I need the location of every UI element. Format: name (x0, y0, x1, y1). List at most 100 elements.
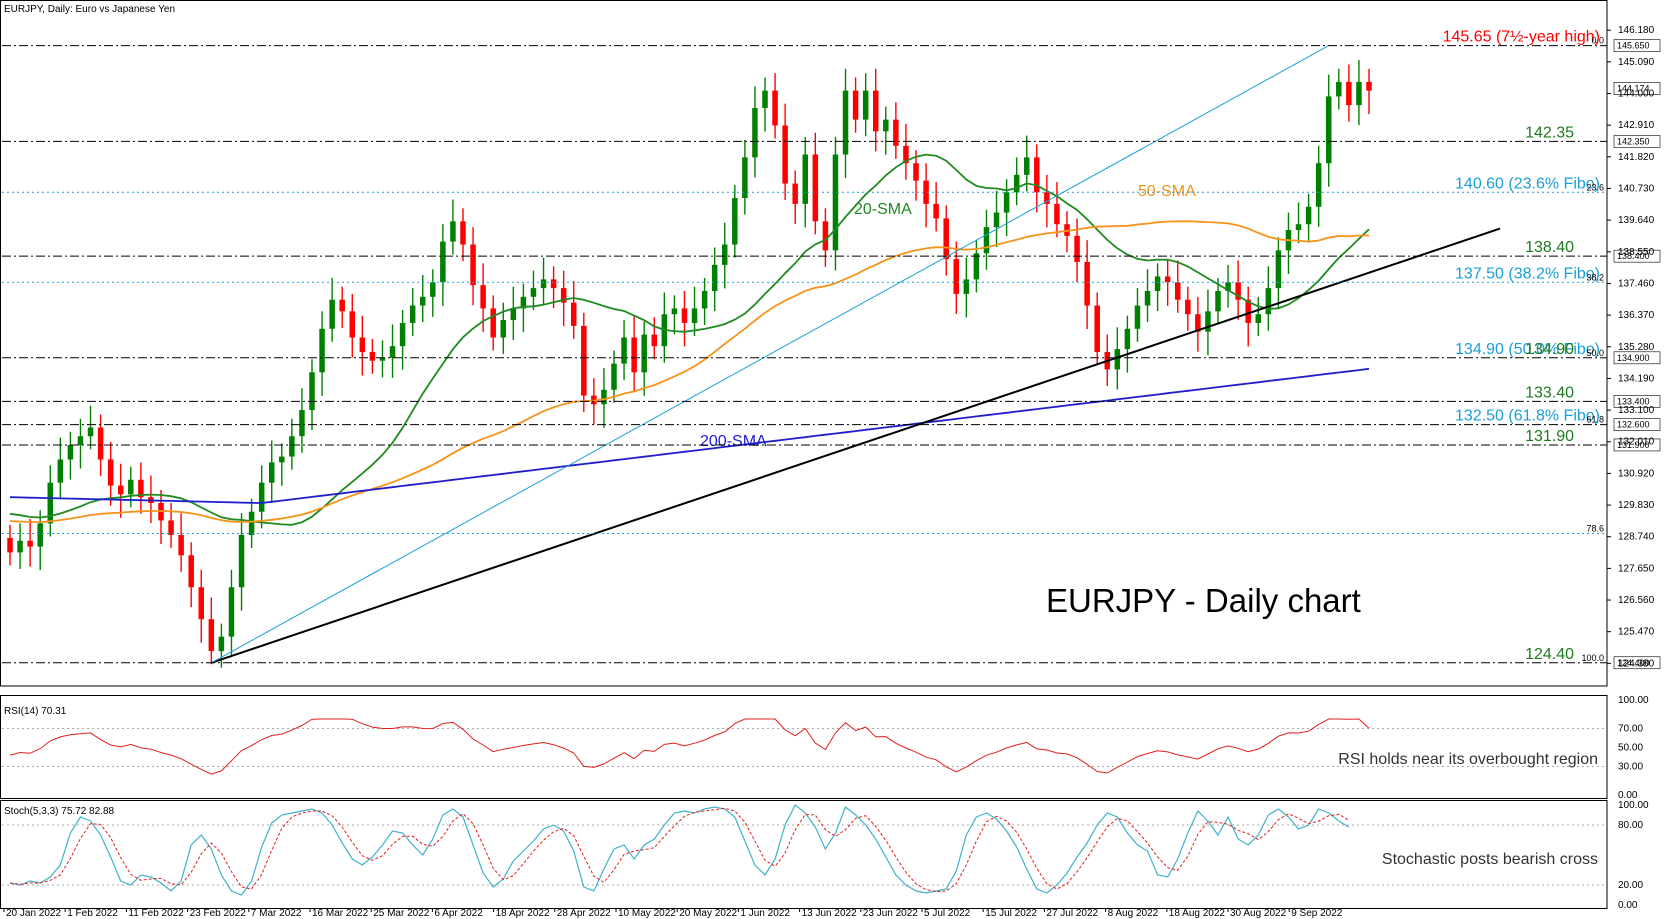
candle-body (97, 427, 104, 460)
candle-body (268, 462, 275, 483)
candle-body (540, 279, 547, 289)
stoch-tick-label: 100.00 (1618, 800, 1649, 811)
candle-body (1003, 192, 1010, 213)
date-tick-label: 5 Jul 2022 (924, 908, 971, 919)
candle-body (107, 459, 114, 486)
candle-body (611, 363, 617, 390)
support-resistance-levels: 145.65 (7½-year high)0.0 145.650 142.35 142… (2, 29, 1661, 670)
candle-body (1195, 314, 1201, 332)
candle-body (389, 346, 396, 358)
candle-body (77, 436, 84, 445)
level-label: 145.65 (7½-year high) (1443, 29, 1600, 46)
candle-body (1215, 291, 1221, 312)
candle-body (1235, 282, 1241, 300)
candle-body (349, 311, 356, 338)
candle-body (862, 90, 869, 120)
date-tick-label: 18 Aug 2022 (1169, 908, 1226, 919)
candle-body (530, 288, 537, 297)
candle-body (128, 479, 134, 495)
fibo-pct-label: 38.2 (1586, 272, 1604, 282)
price-tick-label: 146.180 (1618, 25, 1655, 36)
price-tick-label: 124.380 (1618, 658, 1655, 669)
candle-body (188, 555, 194, 588)
candle-body (1305, 206, 1312, 225)
fibo-pct-label: 50.0 (1586, 348, 1604, 358)
candle-body (1346, 81, 1352, 106)
candle-body (339, 299, 345, 312)
candlesticks (7, 60, 1372, 668)
candle-body (812, 154, 819, 222)
date-tick-label: 23 Jun 2022 (863, 908, 918, 919)
candle-body (752, 108, 758, 158)
price-tick-label: 136.370 (1618, 310, 1655, 321)
candle-body (419, 296, 426, 306)
rsi-tick-label: 100.00 (1618, 695, 1649, 706)
sma20-line (9, 153, 1370, 526)
date-tick-label: 7 Mar 2022 (251, 908, 302, 919)
uptrend-line (211, 227, 1501, 664)
candle-body (1336, 81, 1342, 97)
sma50-line (9, 220, 1369, 524)
candle-body (168, 520, 174, 535)
candle-body (832, 154, 839, 251)
price-tag: 133.400 (1617, 396, 1650, 406)
candle-body (1134, 305, 1141, 329)
price-tick-label: 139.640 (1618, 215, 1655, 226)
date-tick-label: 18 Apr 2022 (496, 908, 550, 919)
candle-body (218, 636, 225, 652)
candle-body (500, 320, 507, 338)
price-tag-box (1613, 249, 1661, 263)
candle-body (742, 157, 748, 199)
date-tick-label: 11 Feb 2022 (128, 908, 184, 919)
candle-body (1225, 282, 1231, 292)
stoch-tick-label: 20.00 (1618, 880, 1643, 891)
candle-body (409, 305, 416, 323)
fibo-pct-label: 78.6 (1586, 524, 1604, 534)
indicator-overlays: 20-SMA 50-SMA 200-SMA (9, 45, 1501, 664)
candle-body (802, 154, 809, 204)
date-tick-label: 8 Aug 2022 (1108, 908, 1159, 919)
price-tag: 138.400 (1617, 251, 1650, 261)
date-tick-label: 28 Apr 2022 (557, 908, 611, 919)
candle-body (460, 221, 466, 245)
level-label: 124.40 (1525, 646, 1574, 663)
date-tick-label: 13 Jun 2022 (802, 908, 857, 919)
level-label: 140.60 (23.6% Fibo) (1455, 175, 1600, 192)
candle-body (198, 587, 205, 620)
candle-body (671, 308, 678, 315)
level-label: 138.40 (1525, 239, 1574, 256)
candle-body (993, 212, 1000, 228)
candle-body (1174, 282, 1181, 300)
candle-body (369, 352, 376, 361)
candle-body (208, 619, 215, 652)
current-price-box (1613, 82, 1661, 95)
rsi-panel: 100.00 70.00 50.00 30.00 0.00 RSI holds near … (2, 695, 1649, 801)
candle-body (1074, 235, 1080, 262)
candle-body (903, 145, 909, 164)
candle-body (57, 459, 64, 483)
fibo-pct-label: 0.0 (1591, 36, 1604, 46)
candle-body (581, 325, 587, 396)
candle-body (450, 221, 456, 242)
candle-body (258, 482, 265, 512)
candle-body (7, 537, 13, 553)
candle-body (379, 357, 386, 361)
price-tick-label: 128.740 (1618, 532, 1655, 543)
candle-body (1084, 261, 1090, 306)
date-tick-label: 20 Jan 2022 (6, 908, 61, 919)
price-tick-label: 127.650 (1618, 563, 1655, 574)
candle-body (440, 241, 446, 283)
candle-body (289, 436, 295, 457)
rsi-tick-label: 30.00 (1618, 762, 1643, 773)
candle-body (1185, 299, 1191, 315)
candle-body (1154, 276, 1161, 292)
candle-body (963, 279, 970, 294)
candle-body (601, 389, 607, 405)
candle-body (631, 337, 637, 373)
price-axis: 146.180 145.090 144.000 142.910 141.820 140.7… (1607, 25, 1655, 669)
price-tick-label: 142.910 (1618, 120, 1655, 131)
candle-body (1164, 276, 1171, 283)
price-tick-label: 144.000 (1618, 89, 1655, 100)
price-tag-box (1613, 418, 1661, 431)
